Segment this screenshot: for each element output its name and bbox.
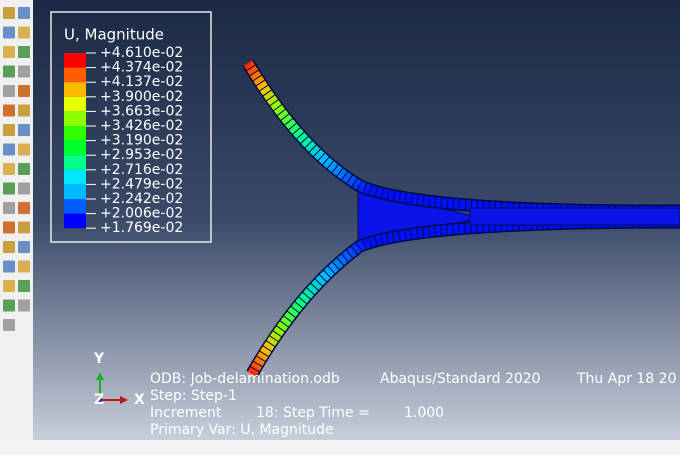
tool-button[interactable] [18, 104, 30, 117]
tool-button[interactable] [3, 104, 15, 117]
tool-button[interactable] [18, 26, 30, 39]
legend-swatch [64, 169, 86, 185]
tool-button[interactable] [18, 299, 30, 312]
tool-button[interactable] [3, 182, 15, 195]
legend-label: +2.953e-02 [100, 147, 183, 163]
legend-label: +3.190e-02 [100, 133, 183, 149]
legend-swatch [64, 184, 86, 199]
info-increment-label: Increment [150, 405, 222, 421]
tool-button[interactable] [18, 280, 30, 292]
legend-swatch [64, 155, 86, 170]
tool-button[interactable] [3, 7, 15, 19]
tool-button[interactable] [3, 280, 15, 292]
tool-button[interactable] [3, 85, 15, 97]
tool-button[interactable] [3, 299, 15, 312]
tool-button[interactable] [3, 241, 15, 253]
legend-label: +4.374e-02 [100, 60, 183, 76]
tool-button[interactable] [3, 143, 15, 156]
legend-box [50, 11, 212, 243]
legend-swatch [64, 213, 86, 229]
legend-title: U, Magnitude [64, 26, 164, 44]
info-solver: Abaqus/Standard 2020 [380, 371, 541, 387]
legend-swatch [64, 96, 86, 112]
legend-label: +2.716e-02 [100, 162, 183, 178]
legend-swatch [64, 67, 86, 83]
tool-button[interactable] [3, 221, 15, 234]
legend-swatch [64, 82, 86, 97]
tool-button[interactable] [3, 319, 15, 331]
tool-button[interactable] [18, 221, 30, 234]
legend-label: +2.479e-02 [100, 176, 183, 192]
tool-button[interactable] [18, 182, 30, 195]
tool-button[interactable] [3, 65, 15, 78]
legend-swatch [64, 53, 86, 68]
info-increment: 18: Step Time = [256, 405, 370, 421]
info-date: Thu Apr 18 20 [576, 371, 677, 387]
legend-label: +4.610e-02 [100, 45, 183, 61]
tool-button[interactable] [3, 26, 15, 39]
tool-button[interactable] [18, 7, 30, 19]
tool-button[interactable] [3, 46, 15, 58]
tool-button[interactable] [18, 260, 30, 273]
triad-z: Z [94, 392, 104, 408]
tool-button[interactable] [18, 85, 30, 97]
info-primary-var: Primary Var: U, Magnitude [150, 422, 334, 438]
triad [96, 372, 128, 404]
tool-button[interactable] [3, 163, 15, 175]
tool-button[interactable] [18, 124, 30, 136]
tool-button[interactable] [18, 163, 30, 175]
tool-button[interactable] [18, 202, 30, 214]
mesh [242, 59, 680, 378]
legend-swatch [64, 199, 86, 214]
legend-label: +1.769e-02 [100, 220, 183, 236]
legend-label: +3.900e-02 [100, 89, 183, 105]
tool-button[interactable] [18, 143, 30, 156]
tool-button[interactable] [18, 241, 30, 253]
legend-label: +3.663e-02 [100, 103, 183, 119]
tool-button[interactable] [18, 65, 30, 78]
info-odb: ODB: Job-delamination.odb [150, 371, 340, 387]
legend-swatch [64, 126, 86, 141]
info-step: Step: Step-1 [150, 388, 237, 404]
legend-label: +3.426e-02 [100, 118, 183, 134]
tool-button[interactable] [18, 46, 30, 58]
tool-button[interactable] [3, 260, 15, 273]
tool-button[interactable] [3, 124, 15, 136]
tool-button[interactable] [3, 202, 15, 214]
legend-label: +4.137e-02 [100, 74, 183, 90]
triad-x: X [134, 392, 145, 408]
legend-label: +2.242e-02 [100, 191, 183, 207]
legend-label: +2.006e-02 [100, 206, 183, 222]
status-strip [0, 440, 680, 455]
info-time: 1.000 [404, 405, 444, 421]
triad-y: Y [93, 351, 105, 367]
legend-swatch [64, 140, 86, 156]
legend-swatch [64, 111, 86, 126]
